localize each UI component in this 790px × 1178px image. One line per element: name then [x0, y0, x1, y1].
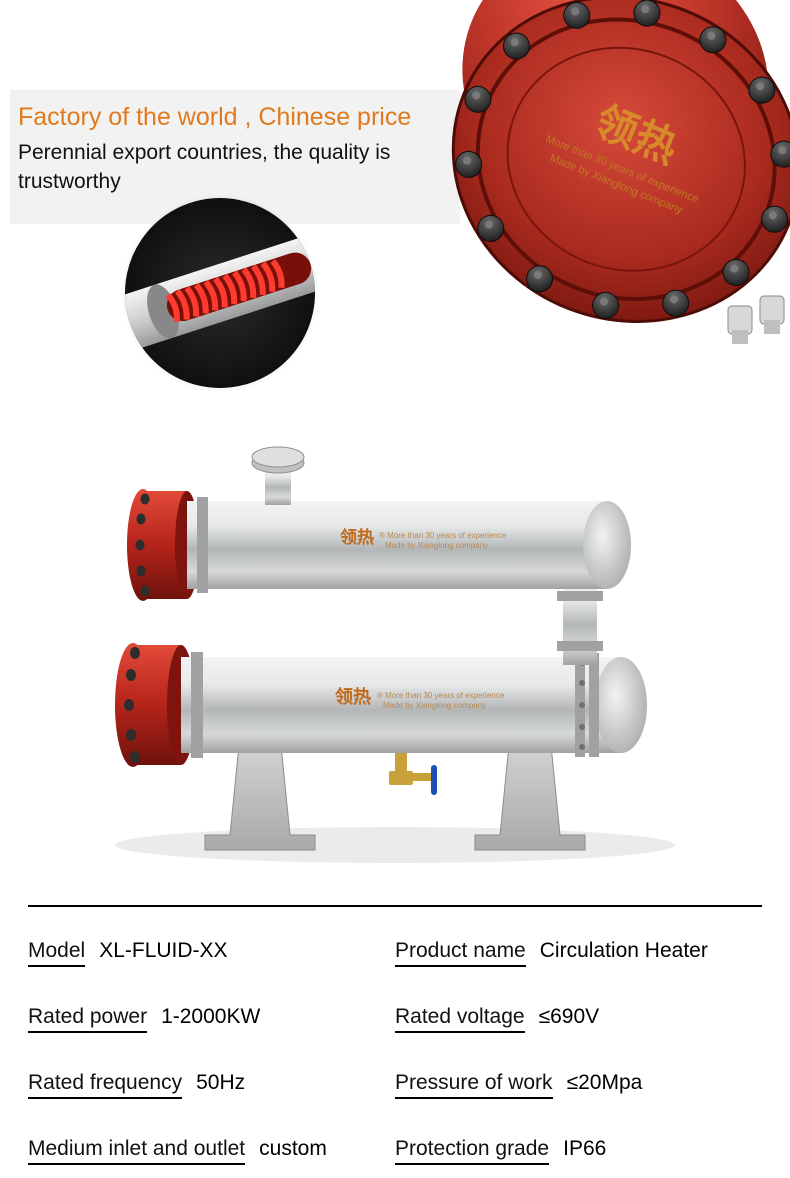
- flange-render: 领热 More than 30 years of experience Made…: [400, 0, 790, 390]
- spec-cell: Rated voltage ≤690V: [395, 1005, 762, 1033]
- spec-cell: Pressure of work ≤20Mpa: [395, 1071, 762, 1099]
- svg-text:® More than 30 years of experi: ® More than 30 years of experience: [379, 531, 507, 540]
- spec-label: Rated voltage: [395, 1005, 525, 1033]
- spec-row: Rated power 1-2000KW Rated voltage ≤690V: [28, 973, 762, 1039]
- product-render: 领热 ® More than 30 years of experience Ma…: [55, 405, 735, 875]
- spec-label: Pressure of work: [395, 1071, 553, 1099]
- spec-value: ≤20Mpa: [567, 1071, 643, 1095]
- spec-label: Product name: [395, 939, 526, 967]
- spec-value: 1-2000KW: [161, 1005, 260, 1029]
- spec-label: Medium inlet and outlet: [28, 1137, 245, 1165]
- spec-row: Model XL-FLUID-XX Product name Circulati…: [28, 907, 762, 973]
- spec-value: 50Hz: [196, 1071, 245, 1095]
- svg-text:Made by Xianglong company: Made by Xianglong company: [383, 701, 486, 710]
- svg-text:领热: 领热: [335, 686, 371, 707]
- spec-value: ≤690V: [539, 1005, 600, 1029]
- hero-subtitle: Perennial export countries, the quality …: [18, 139, 448, 196]
- spec-cell: Rated power 1-2000KW: [28, 1005, 395, 1033]
- spec-row: Rated frequency 50Hz Pressure of work ≤2…: [28, 1039, 762, 1105]
- spec-cell: Medium inlet and outlet custom: [28, 1137, 395, 1165]
- spec-cell: Product name Circulation Heater: [395, 939, 762, 967]
- svg-text:Made by Xianglong company: Made by Xianglong company: [385, 541, 488, 550]
- spec-cell: Rated frequency 50Hz: [28, 1071, 395, 1099]
- spec-label: Rated frequency: [28, 1071, 182, 1099]
- coil-inset-image: [125, 198, 315, 388]
- spec-cell: Model XL-FLUID-XX: [28, 939, 395, 967]
- spec-table: Model XL-FLUID-XX Product name Circulati…: [28, 905, 762, 1171]
- spec-value: Circulation Heater: [540, 939, 708, 963]
- spec-value: custom: [259, 1137, 327, 1161]
- hero-section: Factory of the world , Chinese price Per…: [0, 0, 790, 380]
- spec-label: Rated power: [28, 1005, 147, 1033]
- svg-text:® More than 30 years of experi: ® More than 30 years of experience: [377, 691, 505, 700]
- spec-label: Protection grade: [395, 1137, 549, 1165]
- spec-cell: Protection grade IP66: [395, 1137, 762, 1165]
- spec-value: XL-FLUID-XX: [99, 939, 227, 963]
- hero-title: Factory of the world , Chinese price: [18, 102, 448, 133]
- spec-label: Model: [28, 939, 85, 967]
- spec-value: IP66: [563, 1137, 606, 1161]
- spec-row: Medium inlet and outlet custom Protectio…: [28, 1105, 762, 1171]
- svg-text:领热: 领热: [340, 527, 374, 547]
